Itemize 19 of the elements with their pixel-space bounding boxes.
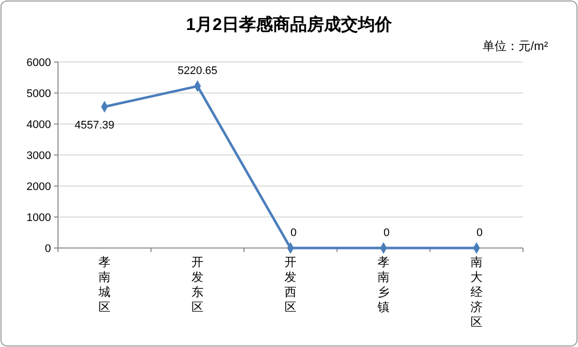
y-tick-label: 3000 [26,150,51,162]
y-tick-label: 2000 [26,181,51,193]
data-label: 5220.65 [178,65,218,78]
text: 单位：元/m² [482,39,548,53]
y-tick-label: 4000 [26,119,51,131]
y-tick-label: 0 [44,243,51,255]
data-label: 0 [290,227,297,239]
x-tick-label: 孝南乡镇 [376,255,390,314]
x-tick-label: 开发东区 [192,255,204,314]
y-tick-label: 6000 [26,57,51,69]
data-label: 0 [476,227,483,239]
data-label: 0 [384,227,390,239]
y-tick-label: 5000 [26,88,51,100]
x-tick-label: 南大经济区 [470,255,482,329]
x-tick-label: 开发西区 [284,255,296,314]
data-label: 4557.39 [74,120,114,132]
x-tick-label: 孝南城区 [98,255,110,314]
y-tick-label: 1000 [26,212,51,224]
chart-title: 1月2日孝感商品房成交均价 [186,15,393,34]
